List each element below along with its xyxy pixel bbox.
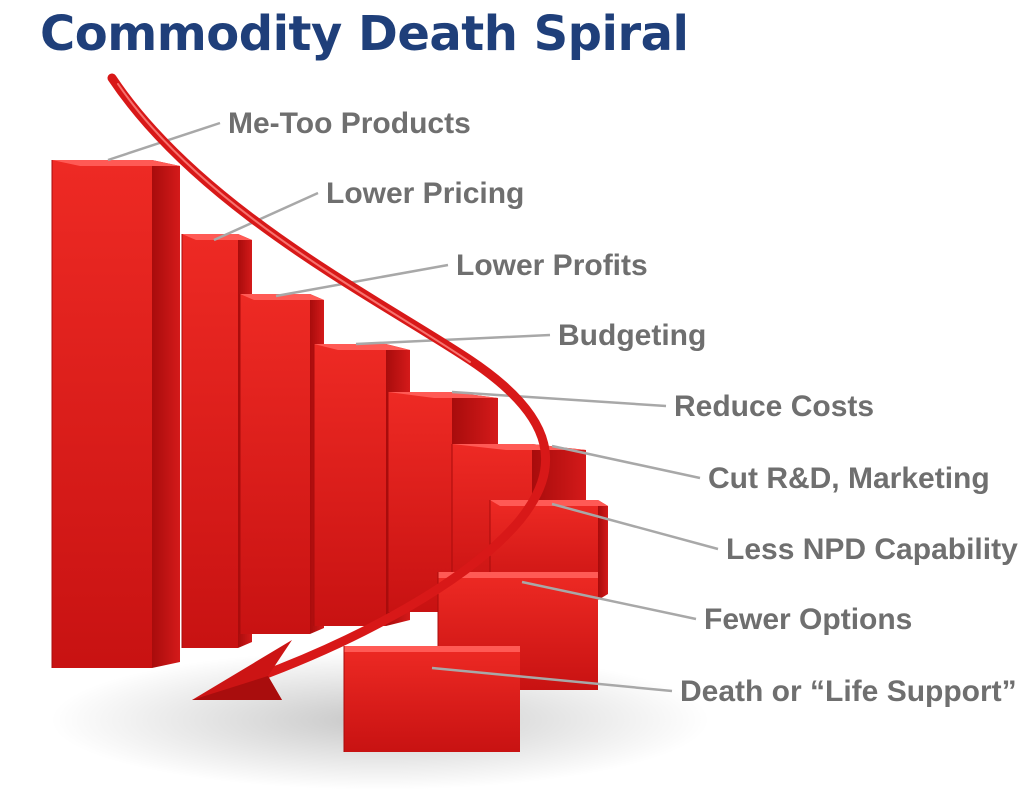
leader-line	[551, 502, 719, 551]
spiral-bar-top	[388, 392, 498, 398]
stage-label: Budgeting	[558, 319, 706, 352]
spiral-bar-top	[452, 444, 586, 450]
spiral-bar-top	[344, 646, 520, 652]
spiral-bar-top	[314, 344, 410, 350]
spiral-bar-front	[314, 344, 386, 626]
spiral-bar-side	[598, 500, 608, 600]
stage-label: Reduce Costs	[674, 390, 874, 423]
leader-line	[551, 444, 701, 480]
spiral-bar-front	[344, 646, 520, 752]
stage-label: Lower Profits	[456, 249, 648, 282]
bar-group	[51, 160, 608, 752]
stage-label: Cut R&D, Marketing	[708, 462, 990, 495]
leader-line	[431, 666, 673, 693]
leader-line	[521, 580, 697, 621]
page-title: Commodity Death Spiral	[40, 6, 689, 62]
spiral-bar-top	[240, 294, 324, 300]
stage-label: Death or “Life Support”	[680, 675, 1017, 708]
spiral-arrow	[107, 73, 551, 700]
leader-line	[275, 263, 449, 298]
spiral-bar-top	[438, 572, 598, 578]
stage-label: Fewer Options	[704, 603, 912, 636]
spiral-bar-top	[182, 234, 252, 240]
spiral-arrow-head-shade	[192, 676, 282, 700]
spiral-bar-front	[52, 160, 152, 668]
spiral-bar	[343, 646, 520, 752]
spiral-bar-top	[52, 160, 180, 166]
label-group: Me-Too Products Lower Pricing Lower Profit…	[107, 107, 1018, 708]
leader-line	[451, 390, 667, 408]
leader-line	[355, 333, 551, 346]
spiral-arrow-highlight	[117, 83, 471, 363]
stage-label: Less NPD Capability	[726, 533, 1018, 566]
spiral-bar-front	[240, 294, 310, 634]
stage-label: Lower Pricing	[326, 177, 524, 210]
stage-label: Me-Too Products	[228, 107, 471, 140]
spiral-bar-top	[490, 500, 608, 506]
spiral-bar	[239, 294, 324, 634]
spiral-bar	[51, 160, 180, 668]
leader-line	[213, 191, 319, 242]
spiral-bar-front	[182, 234, 238, 648]
spiral-bar-side	[152, 160, 180, 668]
